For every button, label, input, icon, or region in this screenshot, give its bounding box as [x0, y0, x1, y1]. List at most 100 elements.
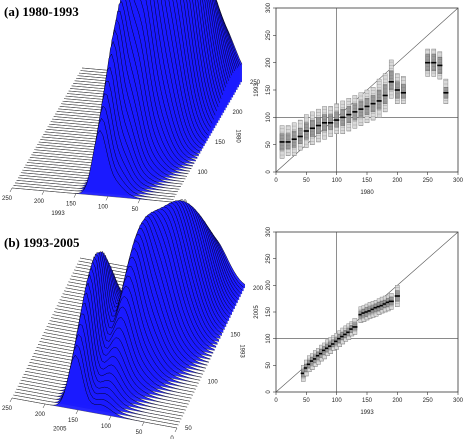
- box-b-ytick-label: 250: [266, 253, 272, 264]
- box-a-box: [364, 89, 370, 123]
- box-a-box: [358, 92, 364, 126]
- surf-b-xtick-label: 50: [136, 430, 143, 436]
- surf-a-xtick-label: 250: [2, 196, 13, 202]
- box-a-ytick-label: 300: [266, 2, 272, 13]
- surf-a-depth-tick-label: 250: [250, 80, 261, 86]
- box-a-iqr-box: [328, 114, 333, 130]
- surf-a-xtick-label: 50: [132, 207, 139, 213]
- box-a-xtick-label: 250: [423, 178, 434, 184]
- box-b-xtick-label: 250: [423, 398, 434, 404]
- surf-b-depth-label: 1993: [238, 344, 244, 358]
- box-a-ylabel: 1993: [254, 83, 260, 97]
- box-b-ytick-label: 300: [266, 226, 272, 237]
- surf-a-xlabel: 1993: [51, 211, 65, 217]
- surf-b-xtick-label: 250: [2, 406, 13, 412]
- box-a-xtick-label: 50: [303, 178, 310, 184]
- surf-a-depth-tick-label: 100: [198, 170, 209, 176]
- surf-a-xtick-mark: [105, 196, 109, 201]
- surf-b-xtick-mark: [9, 397, 13, 403]
- box-a-box: [303, 114, 309, 148]
- box-b-box: [352, 318, 358, 335]
- box-a-box: [346, 97, 352, 132]
- surf-a-depth-tick-label: 200: [233, 110, 244, 116]
- surf-b-xtick-mark: [174, 427, 178, 433]
- box-b-ytick-label: 200: [266, 280, 272, 291]
- box-b-ylabel: 2005: [254, 305, 260, 319]
- box-a-box: [279, 125, 285, 159]
- box-b-xtick-label: 300: [453, 398, 464, 404]
- surf-b-xtick-label: 200: [35, 412, 46, 418]
- box-a-box: [425, 48, 431, 77]
- surf-a-xtick-label: 200: [34, 199, 45, 205]
- box-a-box: [400, 76, 406, 104]
- surf-b-xlabel: 2005: [53, 427, 67, 433]
- surf-b-xtick-label: 150: [68, 418, 79, 424]
- box-a-iqr-box: [382, 84, 388, 104]
- box-a-box: [394, 73, 400, 104]
- box-b-xtick-label: 100: [332, 398, 343, 404]
- surf-b-xtick-label: 0: [170, 436, 174, 439]
- box-a-box: [352, 95, 358, 129]
- box-a-box: [297, 119, 303, 151]
- surf-a-ridge-fill: [29, 0, 190, 172]
- box-a-box: [315, 108, 322, 143]
- box-b-ytick-label: 0: [266, 390, 272, 394]
- box-a-box: [376, 78, 382, 118]
- box-a-xtick-label: 200: [392, 178, 403, 184]
- box-b-box: [388, 293, 394, 310]
- box-b-xlabel: 1993: [360, 410, 374, 416]
- box-a-iqr-box: [388, 70, 394, 91]
- box-a-xtick-label: 100: [332, 178, 343, 184]
- surf-b-depth-tick-label: 150: [230, 333, 241, 339]
- box-a-box: [285, 125, 291, 156]
- box-a-box: [437, 51, 443, 80]
- surf-b-depth-tick-label: 200: [253, 286, 264, 292]
- surf-b-xtick-mark: [75, 409, 79, 415]
- box-a-box: [309, 111, 315, 145]
- surf-a-xtick-mark: [41, 190, 45, 195]
- box-a-ytick-label: 200: [266, 57, 272, 68]
- surf-a-ridge-fill: [12, 130, 172, 202]
- surf-a-xtick-mark: [9, 187, 13, 193]
- surf-a-depth-label: 1980: [235, 129, 241, 143]
- box-b-ytick-label: 50: [266, 361, 272, 368]
- surf-a-floor-line: [11, 187, 173, 203]
- box-b-box: [394, 285, 400, 307]
- box-b-xtick-label: 150: [362, 398, 373, 404]
- surf-a-ridges: [11, 0, 243, 203]
- box-a-xtick-label: 150: [362, 178, 373, 184]
- box-b-box: [346, 323, 352, 340]
- surf-b-floor-line: [11, 397, 178, 429]
- box-a-box: [328, 106, 334, 137]
- box-a-box: [340, 100, 346, 134]
- surf-b-xtick-label: 100: [101, 424, 112, 430]
- box-a-box: [370, 87, 376, 121]
- surf-b-depth-tick-label: 100: [208, 379, 219, 385]
- box-a-box: [443, 78, 449, 104]
- box-a-box: [388, 59, 394, 99]
- surf-b-xtick-mark: [42, 403, 46, 409]
- surf-a-xtick-mark: [73, 193, 77, 198]
- box-a-box: [382, 73, 388, 113]
- box-a-iqr-box: [376, 89, 382, 110]
- box-a-ytick-label: 50: [266, 141, 272, 148]
- surf-a-ridge-fill: [28, 1, 189, 174]
- box-a-ytick-label: 250: [266, 30, 272, 41]
- box-a-box: [291, 122, 297, 156]
- box-b-xtick-label: 0: [274, 398, 278, 404]
- box-b-xtick-label: 50: [303, 398, 310, 404]
- box-b-ytick-label: 150: [266, 306, 272, 317]
- box-a-ytick-label: 100: [266, 112, 272, 123]
- box-a-iqr-box: [401, 84, 406, 99]
- panel-b-title: (b) 1993-2005: [4, 235, 80, 250]
- surf-a-depth-tick-label: 150: [215, 140, 226, 146]
- box-a-ytick-label: 150: [266, 84, 272, 95]
- surf-b-xtick-mark: [108, 415, 112, 421]
- box-a-box: [431, 48, 437, 77]
- surf-b-depth-tick-label: 50: [185, 426, 192, 432]
- surf-b-ridges: [11, 199, 246, 429]
